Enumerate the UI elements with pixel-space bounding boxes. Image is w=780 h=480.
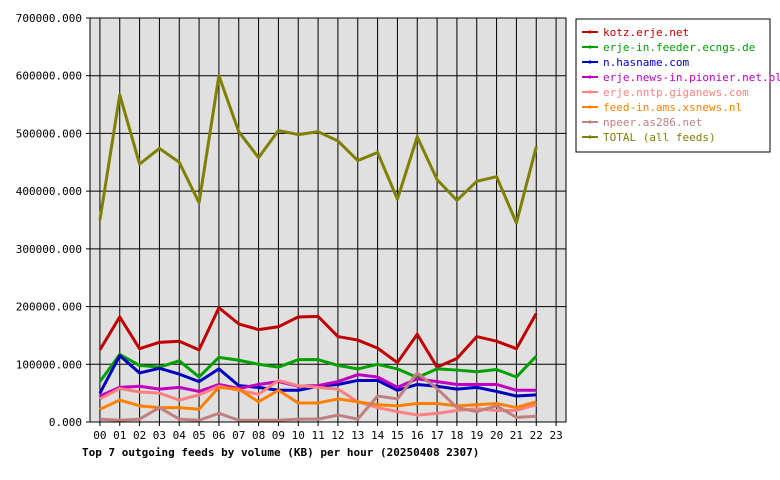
y-tick-label: 0.000 — [49, 416, 82, 429]
y-tick-label: 700000.000 — [16, 12, 82, 25]
x-tick-label: 10 — [292, 429, 305, 442]
x-tick-label: 06 — [212, 429, 225, 442]
x-tick-label: 19 — [470, 429, 483, 442]
x-tick-label: 01 — [113, 429, 126, 442]
y-tick-label: 100000.000 — [16, 358, 82, 371]
legend-marker — [588, 60, 592, 64]
series-line-npeer-as286-net — [99, 371, 537, 422]
x-tick-label: 08 — [252, 429, 265, 442]
legend-box — [575, 18, 771, 153]
legend-label: n.hasname.com — [603, 56, 689, 69]
x-tick-label: 16 — [411, 429, 424, 442]
legend-marker — [588, 90, 592, 94]
legend-label: feed-in.ams.xsnews.nl — [603, 101, 742, 114]
x-tick-label: 07 — [232, 429, 245, 442]
x-tick-label: 05 — [192, 429, 205, 442]
x-tick-label: 23 — [549, 429, 562, 442]
legend: kotz.erje.net erje-in.feeder.ecngs.de n.ha… — [575, 18, 780, 153]
x-tick-label: 17 — [430, 429, 443, 442]
legend-label: kotz.erje.net — [603, 26, 689, 39]
legend-label: erje-in.feeder.ecngs.de — [603, 41, 755, 54]
plot-frame — [89, 17, 567, 423]
series-line-total-all-feeds- — [98, 74, 538, 225]
x-tick-label: 13 — [351, 429, 364, 442]
legend-label: TOTAL (all feeds) — [603, 131, 716, 144]
x-tick-label: 04 — [173, 429, 187, 442]
series-lines — [98, 74, 538, 422]
legend-marker — [588, 135, 592, 139]
y-tick-label: 500000.000 — [16, 127, 82, 140]
x-tick-label: 21 — [510, 429, 523, 442]
x-tick-label: 11 — [311, 429, 324, 442]
x-axis-ticks: 00 01 02 03 04 05 06 07 08 09 10 11 12 13 14 15 16 17 18 19… — [93, 422, 563, 442]
series-line-erje-in-feeder-ecngs-de — [98, 352, 538, 383]
x-tick-label: 02 — [133, 429, 146, 442]
x-tick-label: 12 — [331, 429, 344, 442]
legend-marker — [588, 30, 592, 34]
y-tick-label: 400000.000 — [16, 185, 82, 198]
series-line-feed-in-ams-xsnews-nl — [99, 385, 537, 411]
x-tick-label: 00 — [93, 429, 106, 442]
x-tick-label: 03 — [153, 429, 166, 442]
x-tick-label: 09 — [272, 429, 285, 442]
legend-marker — [588, 45, 592, 49]
x-tick-label: 18 — [450, 429, 463, 442]
legend-marker — [588, 120, 592, 124]
y-tick-label: 300000.000 — [16, 243, 82, 256]
x-tick-label: 14 — [371, 429, 385, 442]
x-tick-label: 22 — [530, 429, 543, 442]
legend-label: npeer.as286.net — [603, 116, 702, 129]
x-tick-label: 15 — [391, 429, 404, 442]
y-tick-label: 600000.000 — [16, 70, 82, 83]
legend-marker — [588, 75, 592, 79]
series-line-kotz-erje-net — [98, 306, 538, 369]
x-tick-label: 20 — [490, 429, 503, 442]
chart-title: Top 7 outgoing feeds by volume (KB) per … — [82, 446, 479, 459]
plot-background — [90, 18, 566, 422]
series-line-erje-news-in-pionier-net-pl — [99, 373, 537, 398]
legend-label: erje.nntp.giganews.com — [603, 86, 749, 99]
y-axis-ticks: 0.000 100000.000 200000.000 300000.000 40000… — [16, 12, 90, 429]
legend-label: erje.news-in.pionier.net.pl — [603, 71, 780, 84]
legend-marker — [588, 105, 592, 109]
y-tick-label: 200000.000 — [16, 301, 82, 314]
